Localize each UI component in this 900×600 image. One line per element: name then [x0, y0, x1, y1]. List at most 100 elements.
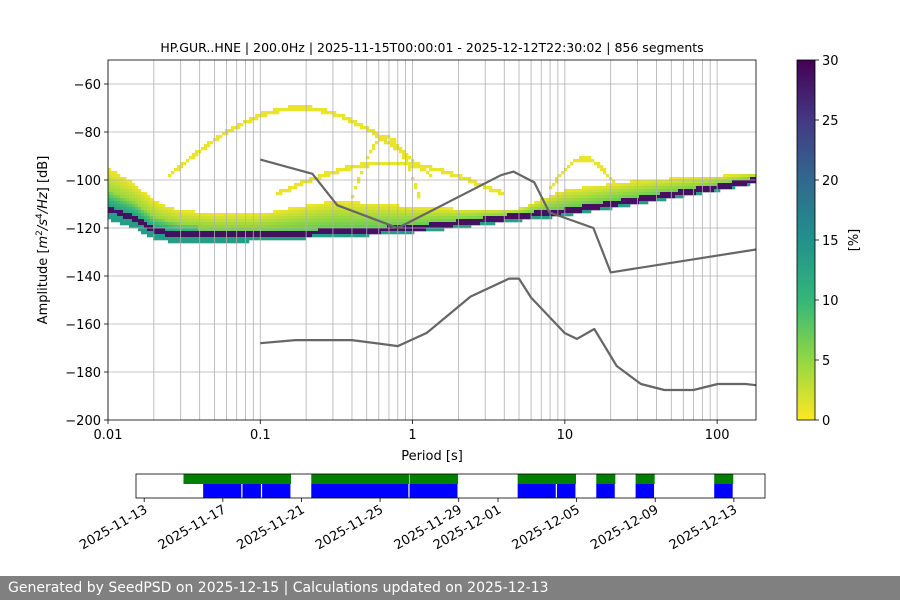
heatmap-cell	[582, 186, 586, 190]
heatmap-cell	[663, 180, 667, 184]
heatmap-cell	[183, 234, 187, 238]
heatmap-cell	[630, 183, 634, 187]
heatmap-cell	[132, 198, 136, 202]
heatmap-cell	[738, 174, 742, 178]
heatmap-cell	[351, 231, 355, 235]
heatmap-cell	[357, 216, 361, 220]
heatmap-cell	[138, 222, 142, 226]
heatmap-cell	[579, 204, 583, 208]
heatmap-cell	[165, 231, 169, 235]
heatmap-cell	[348, 120, 352, 124]
heatmap-cell	[357, 210, 361, 214]
heatmap-cell	[309, 219, 313, 223]
heatmap-cell	[372, 216, 376, 220]
heatmap-cell	[327, 219, 331, 223]
heatmap-cell	[186, 231, 190, 235]
heatmap-cell	[159, 204, 163, 208]
heatmap-cell	[606, 189, 610, 193]
plot-frame	[107, 59, 757, 421]
colorbar-label: [%]	[847, 229, 862, 252]
heatmap-cell	[258, 216, 262, 220]
coverage-segment	[409, 474, 459, 484]
heatmap-cell	[393, 138, 397, 142]
heatmap-cell	[288, 186, 292, 190]
heatmap-cell	[420, 216, 424, 220]
heatmap-cell	[546, 210, 550, 214]
heatmap-cell	[141, 231, 145, 235]
heatmap-cell	[285, 216, 289, 220]
heatmap-cell	[294, 237, 298, 241]
heatmap-cell	[735, 180, 739, 184]
heatmap-cell	[366, 222, 370, 226]
heatmap-cell	[534, 207, 538, 211]
heatmap-cell	[312, 108, 316, 112]
heatmap-cell	[453, 216, 457, 220]
heatmap-cell	[285, 213, 289, 217]
heatmap-cell	[408, 228, 412, 232]
heatmap-cell	[372, 162, 376, 166]
heatmap-cell	[627, 195, 631, 199]
heatmap-cell	[249, 117, 253, 121]
heatmap-cell	[486, 186, 490, 190]
heatmap-cell	[120, 180, 124, 184]
heatmap-cell	[273, 108, 277, 112]
low-noise-model-curve	[260, 277, 756, 392]
heatmap-cell	[573, 207, 577, 211]
heatmap-cell	[234, 222, 238, 226]
heatmap-cell	[180, 162, 184, 166]
heatmap-cell	[429, 225, 433, 229]
heatmap-cell	[657, 186, 661, 190]
heatmap-cell	[477, 183, 481, 187]
heatmap-cell	[207, 213, 211, 217]
heatmap-cell	[330, 204, 334, 208]
heatmap-cell	[711, 189, 715, 193]
heatmap-cell	[132, 219, 136, 223]
heatmap-cell	[594, 201, 598, 205]
heatmap-cell	[219, 225, 223, 229]
heatmap-cell	[678, 183, 682, 187]
heatmap-cell	[129, 219, 133, 223]
heatmap-cell	[603, 201, 607, 205]
heatmap-cell	[171, 234, 175, 238]
coverage-segment	[183, 474, 292, 484]
heatmap-cell	[327, 111, 331, 115]
heatmap-cell	[426, 219, 430, 223]
heatmap-cell	[321, 222, 325, 226]
heatmap-cell	[117, 177, 121, 181]
heatmap-cell	[528, 216, 532, 220]
heatmap-cell	[339, 207, 343, 211]
heatmap-cell	[129, 183, 133, 187]
heatmap-cell	[438, 168, 442, 172]
heatmap-cell	[558, 201, 562, 205]
heatmap-cell	[489, 216, 493, 220]
heatmap-cell	[348, 207, 352, 211]
heatmap-cell	[174, 216, 178, 220]
heatmap-cell	[270, 219, 274, 223]
heatmap-cell	[261, 231, 265, 235]
heatmap-cell	[537, 213, 541, 217]
heatmap-cell	[384, 219, 388, 223]
heatmap-cell	[354, 228, 358, 232]
heatmap-cell	[237, 126, 241, 130]
heatmap-cell	[453, 174, 457, 178]
timeline-tick-label: 2025-12-09	[588, 502, 661, 553]
heatmap-cell	[351, 204, 355, 208]
heatmap-cell	[288, 231, 292, 235]
heatmap-cell	[135, 189, 139, 193]
heatmap-cell	[231, 222, 235, 226]
heatmap-cell	[222, 225, 226, 229]
heatmap-cell	[699, 189, 703, 193]
heatmap-cell	[276, 216, 280, 220]
heatmap-cell	[651, 192, 655, 196]
heatmap-cell	[504, 213, 508, 217]
heatmap-cell	[429, 213, 433, 217]
heatmap-cell	[138, 210, 142, 214]
heatmap-cell	[441, 207, 445, 211]
heatmap-cell	[336, 219, 340, 223]
heatmap-cell	[336, 234, 340, 238]
heatmap-cell	[189, 237, 193, 241]
heatmap-cell	[255, 231, 259, 235]
heatmap-cell	[657, 195, 661, 199]
heatmap-cell	[192, 216, 196, 220]
heatmap-cell	[414, 210, 418, 214]
